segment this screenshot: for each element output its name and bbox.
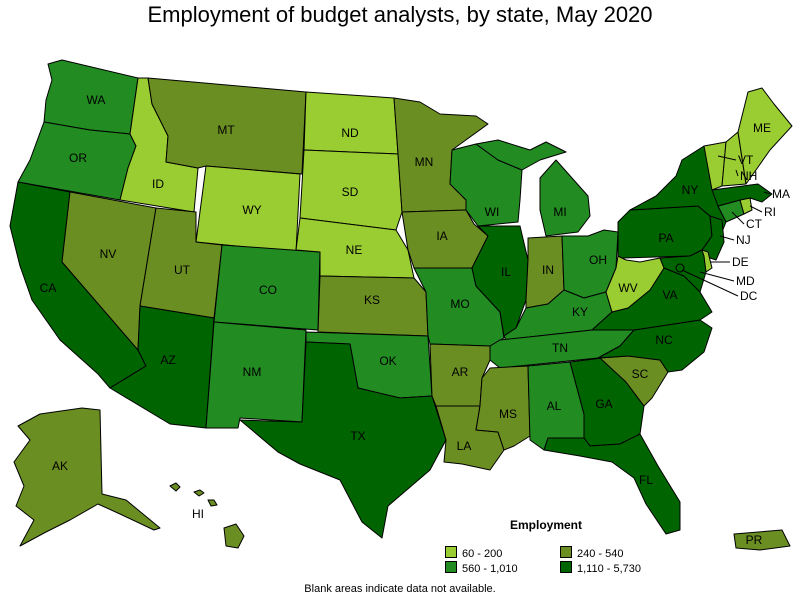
leader-line-nh bbox=[735, 169, 739, 177]
state-label-or: OR bbox=[69, 151, 87, 165]
leader-line-md bbox=[699, 271, 735, 282]
state-tx[interactable] bbox=[239, 341, 447, 539]
state-label-nv: NV bbox=[100, 247, 117, 261]
state-label-pa: PA bbox=[658, 231, 673, 245]
state-nd[interactable] bbox=[303, 91, 399, 155]
state-il[interactable] bbox=[471, 225, 529, 337]
state-label-md: MD bbox=[736, 274, 755, 288]
state-label-fl: FL bbox=[639, 473, 653, 487]
state-label-ca: CA bbox=[40, 281, 57, 295]
state-label-nm: NM bbox=[243, 365, 262, 379]
state-label-vt: VT bbox=[738, 153, 754, 167]
state-label-tn: TN bbox=[552, 341, 568, 355]
state-label-al: AL bbox=[547, 399, 562, 413]
state-label-va: VA bbox=[662, 288, 677, 302]
state-label-ri: RI bbox=[764, 205, 776, 219]
state-label-de: DE bbox=[732, 255, 749, 269]
state-label-ut: UT bbox=[174, 263, 191, 277]
state-label-nd: ND bbox=[341, 126, 359, 140]
legend-item-60-200: 60 - 200 bbox=[445, 546, 502, 560]
state-label-ks: KS bbox=[364, 293, 380, 307]
state-label-ak: AK bbox=[52, 459, 68, 473]
legend-title: Employment bbox=[510, 518, 583, 532]
state-nm[interactable] bbox=[205, 321, 307, 429]
legend-item-560-1010: 560 - 1,010 bbox=[445, 561, 518, 575]
state-label-ct: CT bbox=[746, 217, 763, 231]
legend-item-240-540: 240 - 540 bbox=[560, 546, 623, 560]
state-me[interactable] bbox=[737, 87, 793, 185]
state-label-ar: AR bbox=[452, 365, 469, 379]
state-label-in: IN bbox=[542, 263, 554, 277]
state-nc[interactable] bbox=[597, 319, 713, 373]
state-label-ok: OK bbox=[379, 354, 396, 368]
leader-line-ct bbox=[731, 211, 745, 225]
state-sd[interactable] bbox=[299, 149, 403, 231]
state-pr[interactable] bbox=[733, 529, 791, 551]
state-label-nc: NC bbox=[655, 333, 673, 347]
state-label-ne: NE bbox=[346, 243, 363, 257]
state-label-wv: WV bbox=[618, 281, 637, 295]
state-label-nj: NJ bbox=[736, 233, 751, 247]
state-label-co: CO bbox=[259, 283, 277, 297]
state-label-ga: GA bbox=[595, 397, 612, 411]
state-label-wa: WA bbox=[87, 93, 106, 107]
leader-line-dc bbox=[681, 269, 739, 297]
state-hi[interactable] bbox=[169, 482, 245, 549]
state-label-il: IL bbox=[501, 265, 511, 279]
state-label-mi: MI bbox=[553, 205, 566, 219]
state-label-la: LA bbox=[457, 439, 472, 453]
footnote: Blank areas indicate data not available. bbox=[304, 583, 496, 595]
state-label-az: AZ bbox=[160, 353, 175, 367]
state-label-mn: MN bbox=[415, 155, 434, 169]
legend-swatch bbox=[445, 561, 457, 573]
leader-line-ma bbox=[763, 191, 771, 195]
state-label-oh: OH bbox=[589, 253, 607, 267]
state-label-mt: MT bbox=[217, 123, 235, 137]
state-label-dc: DC bbox=[740, 289, 758, 303]
state-mi[interactable] bbox=[475, 139, 591, 237]
state-ma[interactable] bbox=[711, 183, 773, 207]
state-label-id: ID bbox=[152, 177, 164, 191]
state-label-hi: HI bbox=[192, 507, 204, 521]
state-fl[interactable] bbox=[543, 433, 681, 535]
leader-line-ri bbox=[749, 205, 763, 213]
map-title: Employment of budget analysts, by state,… bbox=[147, 2, 653, 27]
state-label-me: ME bbox=[753, 121, 771, 135]
state-label-wi: WI bbox=[485, 205, 500, 219]
legend-swatch bbox=[445, 546, 457, 558]
state-label-ma: MA bbox=[772, 187, 790, 201]
legend-swatch bbox=[560, 561, 572, 573]
state-label-ia: IA bbox=[436, 229, 447, 243]
leader-line-nj bbox=[719, 235, 735, 241]
state-label-nh: NH bbox=[740, 169, 757, 183]
state-label-sd: SD bbox=[342, 185, 359, 199]
state-ak[interactable] bbox=[13, 407, 161, 547]
state-label-ky: KY bbox=[572, 305, 588, 319]
state-label-ny: NY bbox=[682, 183, 699, 197]
state-label-sc: SC bbox=[632, 367, 649, 381]
state-de[interactable] bbox=[701, 249, 713, 273]
state-label-pr: PR bbox=[746, 533, 763, 547]
state-label-ms: MS bbox=[499, 407, 517, 421]
leader-line-vt bbox=[717, 155, 737, 161]
legend-swatch bbox=[560, 546, 572, 558]
state-label-tx: TX bbox=[350, 429, 365, 443]
state-label-wy: WY bbox=[242, 203, 261, 217]
legend-item-1110-5730: 1,110 - 5,730 bbox=[560, 561, 641, 575]
state-label-mo: MO bbox=[450, 297, 469, 311]
